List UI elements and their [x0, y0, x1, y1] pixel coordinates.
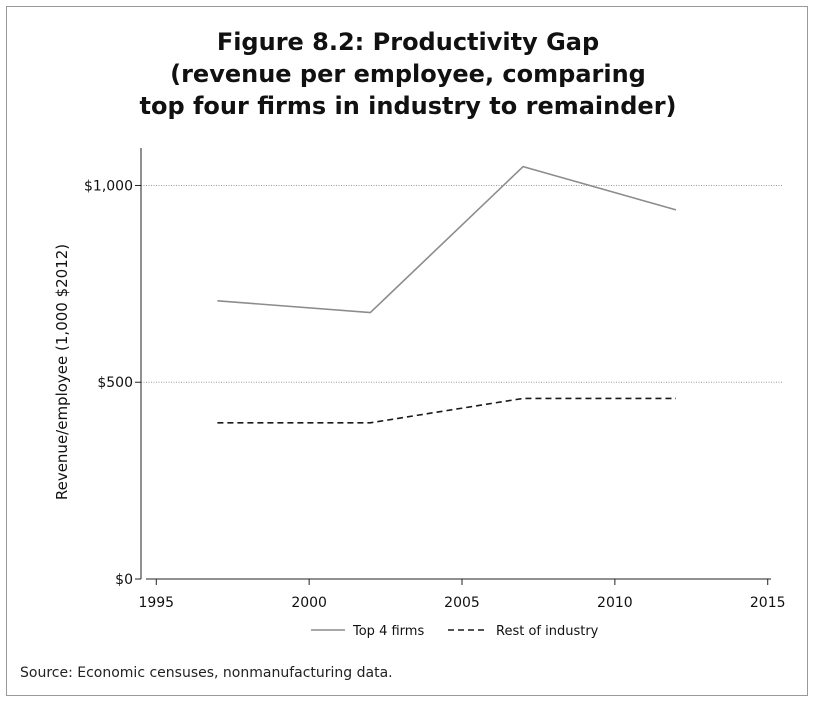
chart-title-line-2: (revenue per employee, comparing — [170, 60, 646, 88]
axes: $0 $500 $1,000 1995 2000 2005 2010 2015 — [84, 148, 786, 611]
legend: Top 4 firms Rest of industry — [311, 624, 599, 639]
chart-title: Figure 8.2: Productivity Gap (revenue pe… — [0, 26, 816, 122]
y-tick-label: $500 — [97, 375, 133, 391]
x-tick-label: 2000 — [291, 595, 327, 611]
gridlines — [141, 184, 783, 383]
legend-label: Top 4 firms — [352, 624, 424, 639]
series-line-rest-of-industry — [217, 397, 676, 424]
chart-title-line-3: top four firms in industry to remainder) — [139, 92, 677, 120]
chart-title-line-1: Figure 8.2: Productivity Gap — [216, 28, 600, 56]
series-lines — [217, 165, 677, 424]
legend-label: Rest of industry — [496, 624, 599, 639]
x-tick-label: 2010 — [597, 595, 633, 611]
y-tick-label: $1,000 — [84, 178, 133, 194]
x-tick-label: 1995 — [138, 595, 174, 611]
series-line-top-4-firms — [217, 165, 677, 314]
y-tick-label: $0 — [115, 572, 133, 588]
y-axis-label: Revenue/employee (1,000 $2012) — [53, 244, 71, 500]
source-note: Source: Economic censuses, nonmanufactur… — [20, 665, 393, 681]
x-tick-label: 2015 — [750, 595, 786, 611]
figure-frame — [6, 6, 808, 696]
x-tick-label: 2005 — [444, 595, 480, 611]
